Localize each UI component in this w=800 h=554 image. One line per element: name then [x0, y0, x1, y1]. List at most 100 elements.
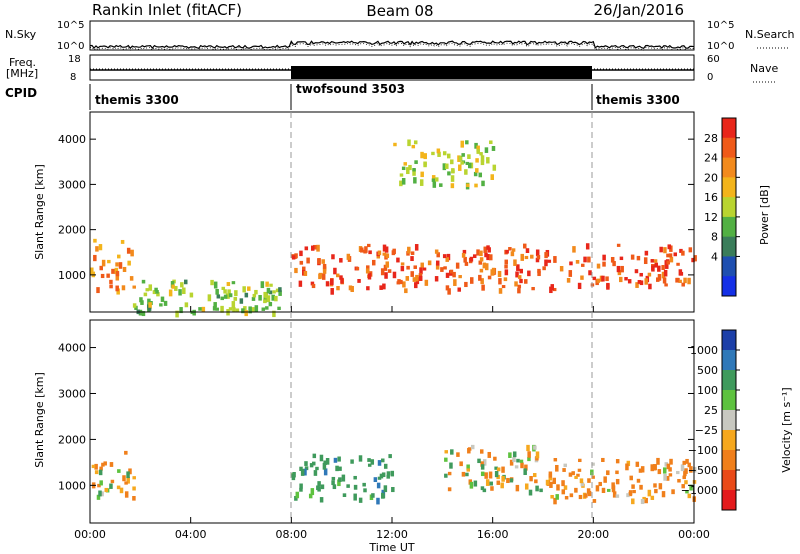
heatmap-cell	[447, 288, 451, 295]
power-colorbar-tick-label: 16	[704, 191, 718, 204]
heatmap-cell	[128, 468, 132, 475]
heatmap-cell	[93, 254, 97, 262]
heatmap-cell	[636, 255, 641, 261]
date-title: 26/Jan/2016	[594, 1, 685, 19]
heatmap-cell	[669, 256, 674, 263]
heatmap-cell	[371, 259, 376, 266]
heatmap-cell	[685, 490, 689, 494]
velocity-colorbar-swatch	[722, 330, 736, 351]
heatmap-cell	[408, 164, 412, 171]
heatmap-cell	[228, 307, 233, 311]
heatmap-cell	[260, 281, 265, 289]
heatmap-cell	[333, 457, 338, 463]
heatmap-cell	[272, 290, 276, 294]
heatmap-cell	[606, 488, 611, 492]
heatmap-cell	[316, 485, 320, 491]
heatmap-cell	[509, 478, 514, 483]
heatmap-cell	[321, 259, 325, 264]
heatmap-cell	[498, 278, 502, 285]
heatmap-cell	[99, 265, 103, 271]
heatmap-cell	[184, 302, 189, 308]
power-colorbar-tick-label: 24	[704, 152, 718, 165]
heatmap-cell	[466, 464, 470, 471]
heatmap-cell	[291, 255, 296, 260]
heatmap-cell	[399, 279, 403, 285]
heatmap-cell	[124, 491, 129, 498]
heatmap-cell	[512, 456, 516, 463]
power-colorbar-tick-label: 12	[704, 211, 718, 224]
heatmap-cell	[155, 290, 159, 294]
heatmap-cell	[412, 169, 416, 176]
heatmap-cell	[444, 457, 448, 462]
heatmap-cell	[516, 458, 520, 463]
heatmap-cell	[545, 479, 550, 486]
heatmap-cell	[98, 469, 103, 476]
heatmap-cell	[248, 306, 252, 314]
heatmap-cell	[325, 281, 330, 287]
heatmap-cell	[152, 290, 157, 295]
heatmap-cell	[449, 462, 453, 469]
heatmap-cell	[435, 260, 440, 266]
power-colorbar-swatch	[722, 197, 736, 218]
velocity-colorbar-label: Velocity [m s⁻¹]	[780, 387, 793, 472]
heatmap-cell	[317, 481, 321, 487]
heatmap-cell	[97, 483, 101, 488]
heatmap-cell	[470, 277, 474, 284]
heatmap-cell	[524, 255, 529, 260]
heatmap-cell	[515, 271, 519, 278]
heatmap-cell	[96, 494, 101, 500]
heatmap-cell	[124, 481, 128, 485]
heatmap-cell	[659, 246, 663, 253]
heatmap-cell	[552, 477, 556, 485]
heatmap-cell	[121, 285, 126, 291]
heatmap-cell	[664, 462, 669, 467]
heatmap-cell	[376, 482, 381, 489]
heatmap-cell	[370, 459, 375, 465]
heatmap-cell	[413, 265, 417, 269]
heatmap-cell	[475, 168, 479, 173]
heatmap-cell	[178, 289, 182, 296]
heatmap-cell	[367, 272, 372, 280]
heatmap-cell	[658, 483, 663, 490]
heatmap-cell	[179, 307, 183, 314]
heatmap-cell	[644, 497, 648, 504]
heatmap-cell	[465, 140, 469, 145]
heatmap-cell	[663, 269, 668, 277]
heatmap-cell	[619, 276, 623, 283]
heatmap-cell	[464, 169, 468, 175]
heatmap-cell	[311, 461, 316, 466]
heatmap-cell	[480, 160, 485, 166]
heatmap-cell	[693, 255, 697, 262]
heatmap-cell	[583, 256, 587, 263]
heatmap-cell	[504, 264, 508, 269]
heatmap-cell	[235, 308, 240, 312]
heatmap-cell	[665, 262, 669, 269]
heatmap-cell	[264, 292, 269, 299]
heatmap-cell	[479, 257, 484, 262]
heatmap-cell	[519, 459, 524, 463]
heatmap-cell	[119, 487, 124, 494]
heatmap-cell	[676, 470, 680, 475]
heatmap-cell	[274, 295, 278, 302]
heatmap-cell	[474, 183, 478, 188]
heatmap-cell	[455, 262, 460, 269]
heatmap-cell	[542, 266, 546, 271]
heatmap-cell	[126, 471, 130, 479]
heatmap-cell	[306, 257, 310, 264]
nsky-label: N.Sky	[5, 28, 37, 41]
velocity-colorbar-swatch	[722, 430, 736, 451]
heatmap-cell	[569, 261, 573, 266]
heatmap-cell	[520, 462, 524, 469]
heatmap-cell	[469, 256, 474, 262]
heatmap-cell	[479, 250, 483, 257]
heatmap-cell	[95, 246, 99, 252]
heatmap-cell	[129, 276, 134, 281]
freq-tick-bottom: 8	[70, 72, 76, 83]
heatmap-cell	[682, 475, 686, 480]
heatmap-cell	[227, 289, 231, 296]
heatmap-cell	[385, 261, 390, 268]
ytick-label: 4000	[58, 342, 86, 355]
heatmap-cell	[303, 468, 307, 476]
heatmap-cell	[132, 285, 136, 289]
heatmap-cell	[490, 174, 494, 180]
